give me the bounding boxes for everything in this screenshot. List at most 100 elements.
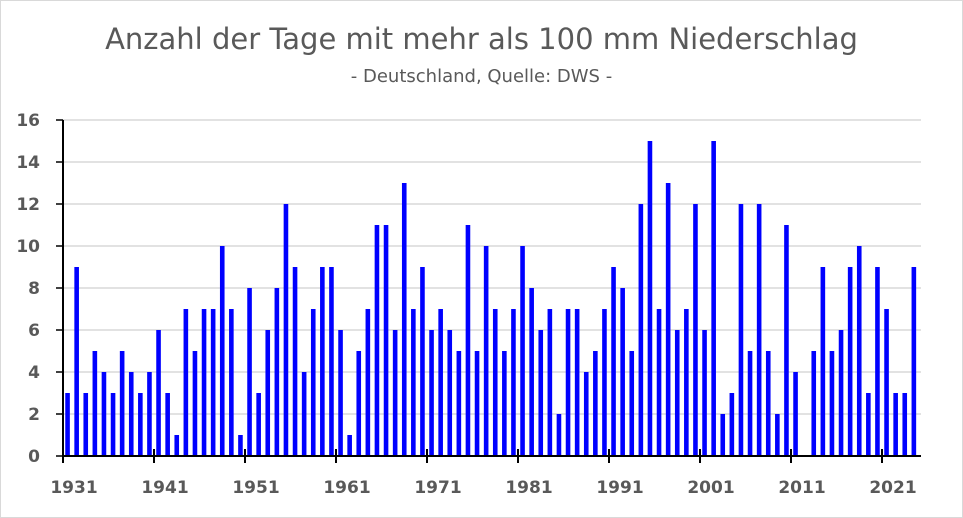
bar-1947 bbox=[210, 309, 216, 456]
bar-1940 bbox=[147, 372, 152, 456]
x-tick-label: 1961 bbox=[323, 478, 370, 498]
bar-1996 bbox=[656, 309, 662, 456]
bar-1935 bbox=[101, 372, 107, 456]
x-tick-label: 2011 bbox=[778, 478, 825, 498]
x-tick-label: 1991 bbox=[596, 478, 643, 498]
bar-1955 bbox=[283, 204, 289, 456]
bar-2004 bbox=[729, 393, 735, 456]
bar-1945 bbox=[192, 351, 198, 456]
y-tick-label: 8 bbox=[28, 279, 40, 299]
bar-1982 bbox=[529, 288, 534, 456]
bar-2010 bbox=[784, 225, 789, 456]
bar-1973 bbox=[447, 330, 453, 456]
bar-1974 bbox=[456, 351, 462, 456]
bar-1988 bbox=[583, 372, 589, 456]
bar-2000 bbox=[693, 204, 698, 456]
bar-1979 bbox=[502, 351, 507, 456]
bar-1968 bbox=[401, 183, 407, 456]
y-tick-label: 12 bbox=[16, 195, 40, 215]
bar-2023 bbox=[902, 393, 908, 456]
bar-1997 bbox=[665, 183, 671, 456]
bar-1949 bbox=[229, 309, 234, 456]
bar-1971 bbox=[429, 330, 434, 456]
bar-1989 bbox=[593, 351, 598, 456]
bar-1985 bbox=[556, 414, 562, 456]
bar-1986 bbox=[565, 309, 571, 456]
bar-1959 bbox=[320, 267, 325, 456]
bar-1978 bbox=[492, 309, 498, 456]
bar-2011 bbox=[793, 372, 798, 456]
chart-title: Anzahl der Tage mit mehr als 100 mm Nied… bbox=[105, 22, 858, 56]
bar-1976 bbox=[474, 351, 480, 456]
bar-1965 bbox=[374, 225, 380, 456]
bar-1993 bbox=[629, 351, 635, 456]
y-tick-label: 16 bbox=[16, 111, 40, 131]
bar-1998 bbox=[674, 330, 680, 456]
bar-1969 bbox=[411, 309, 416, 456]
bar-1991 bbox=[611, 267, 616, 456]
x-tick-label: 1941 bbox=[141, 478, 188, 498]
bar-2006 bbox=[747, 351, 753, 456]
bar-1994 bbox=[638, 204, 644, 456]
bar-1938 bbox=[128, 372, 134, 456]
bar-1931 bbox=[65, 393, 70, 456]
bar-1966 bbox=[383, 225, 389, 456]
bar-1944 bbox=[183, 309, 189, 456]
x-tick-label: 1931 bbox=[50, 478, 97, 498]
bar-1964 bbox=[365, 309, 371, 456]
bar-1933 bbox=[83, 393, 89, 456]
bar-2018 bbox=[856, 246, 862, 456]
bar-1967 bbox=[392, 330, 398, 456]
bar-1954 bbox=[274, 288, 280, 456]
bar-2005 bbox=[738, 204, 744, 456]
bar-1963 bbox=[356, 351, 362, 456]
bar-2017 bbox=[847, 267, 853, 456]
bar-2008 bbox=[765, 351, 771, 456]
bar-1956 bbox=[292, 267, 298, 456]
bar-1972 bbox=[438, 309, 443, 456]
chart-subtitle: - Deutschland, Quelle: DWS - bbox=[350, 66, 613, 87]
bar-1990 bbox=[602, 309, 607, 456]
bar-1970 bbox=[420, 267, 425, 456]
bar-2020 bbox=[875, 267, 880, 456]
bar-2007 bbox=[756, 204, 762, 456]
bar-2021 bbox=[884, 309, 889, 456]
x-tick-label: 2021 bbox=[869, 478, 916, 498]
y-tick-label: 4 bbox=[28, 363, 40, 383]
bar-1983 bbox=[538, 330, 544, 456]
bar-1948 bbox=[219, 246, 225, 456]
bar-1943 bbox=[174, 435, 180, 456]
bar-1932 bbox=[74, 267, 79, 456]
bar-1960 bbox=[329, 267, 334, 456]
y-tick-label: 6 bbox=[28, 321, 40, 341]
bar-2019 bbox=[866, 393, 871, 456]
bar-1958 bbox=[310, 309, 316, 456]
x-tick-label: 1971 bbox=[414, 478, 461, 498]
bar-2016 bbox=[838, 330, 844, 456]
bar-2003 bbox=[720, 414, 726, 456]
bar-1980 bbox=[511, 309, 516, 456]
bar-1952 bbox=[256, 393, 261, 456]
bar-1984 bbox=[547, 309, 553, 456]
bar-1987 bbox=[574, 309, 580, 456]
bar-1999 bbox=[684, 309, 689, 456]
bar-1934 bbox=[92, 351, 98, 456]
bar-1941 bbox=[156, 330, 161, 456]
bar-1992 bbox=[620, 288, 625, 456]
bar-1942 bbox=[165, 393, 170, 456]
bar-1975 bbox=[465, 225, 471, 456]
bar-2024 bbox=[911, 267, 917, 456]
x-tick-label: 1951 bbox=[232, 478, 279, 498]
y-tick-label: 14 bbox=[16, 153, 40, 173]
bar-1937 bbox=[119, 351, 125, 456]
bar-2015 bbox=[829, 351, 835, 456]
bar-1961 bbox=[338, 330, 343, 456]
bar-1950 bbox=[238, 435, 243, 456]
bar-2002 bbox=[711, 141, 716, 456]
y-tick-label: 0 bbox=[28, 447, 40, 467]
bar-2009 bbox=[775, 414, 780, 456]
bar-1957 bbox=[301, 372, 307, 456]
bar-2013 bbox=[811, 351, 817, 456]
bar-1977 bbox=[483, 246, 489, 456]
